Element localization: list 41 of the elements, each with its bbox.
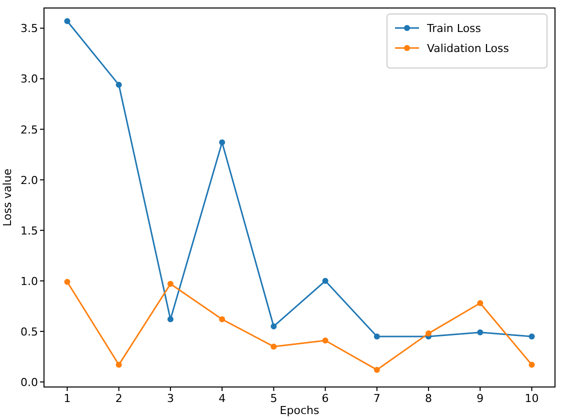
x-tick-label: 1: [64, 392, 71, 405]
y-tick-label: 3.5: [20, 22, 38, 36]
x-axis-title: Epochs: [280, 404, 320, 417]
point: [426, 330, 432, 336]
x-tick-label: 8: [425, 392, 432, 405]
legend-label: Validation Loss: [427, 42, 510, 55]
y-tick-label: 1.0: [20, 274, 38, 288]
point: [374, 366, 380, 373]
point: [64, 278, 70, 285]
point: [116, 82, 122, 88]
point: [477, 300, 484, 306]
point: [528, 333, 535, 340]
x-tick-label: 9: [476, 392, 484, 405]
point: [64, 18, 70, 24]
x-tick-label: 10: [524, 392, 539, 405]
x-tick-label: 5: [270, 392, 278, 405]
point: [219, 139, 226, 146]
legend-label: Train Loss: [426, 22, 482, 35]
y-tick-label: 2.0: [20, 174, 38, 187]
point: [528, 362, 535, 368]
point: [322, 338, 328, 344]
y-tick-label: 1.5: [20, 224, 38, 238]
x-tick-label: 2: [115, 392, 122, 405]
point: [219, 316, 226, 322]
point: [270, 344, 277, 350]
y-axis-title: Loss value: [1, 168, 14, 226]
x-tick-label: 7: [373, 392, 380, 405]
point: [167, 280, 174, 287]
x-tick-label: 4: [218, 392, 226, 405]
y-tick-label: 3.0: [20, 72, 38, 86]
y-tick-label: 0.0: [20, 376, 38, 389]
point: [270, 323, 277, 330]
point: [167, 316, 174, 322]
x-tick-label: 3: [166, 392, 174, 405]
point: [477, 329, 484, 336]
y-tick-label: 0.5: [20, 325, 38, 338]
point: [116, 362, 122, 368]
y-tick-label: 2.5: [20, 123, 38, 136]
point: [322, 278, 328, 284]
point: [374, 333, 380, 340]
x-tick-label: 6: [322, 392, 329, 405]
